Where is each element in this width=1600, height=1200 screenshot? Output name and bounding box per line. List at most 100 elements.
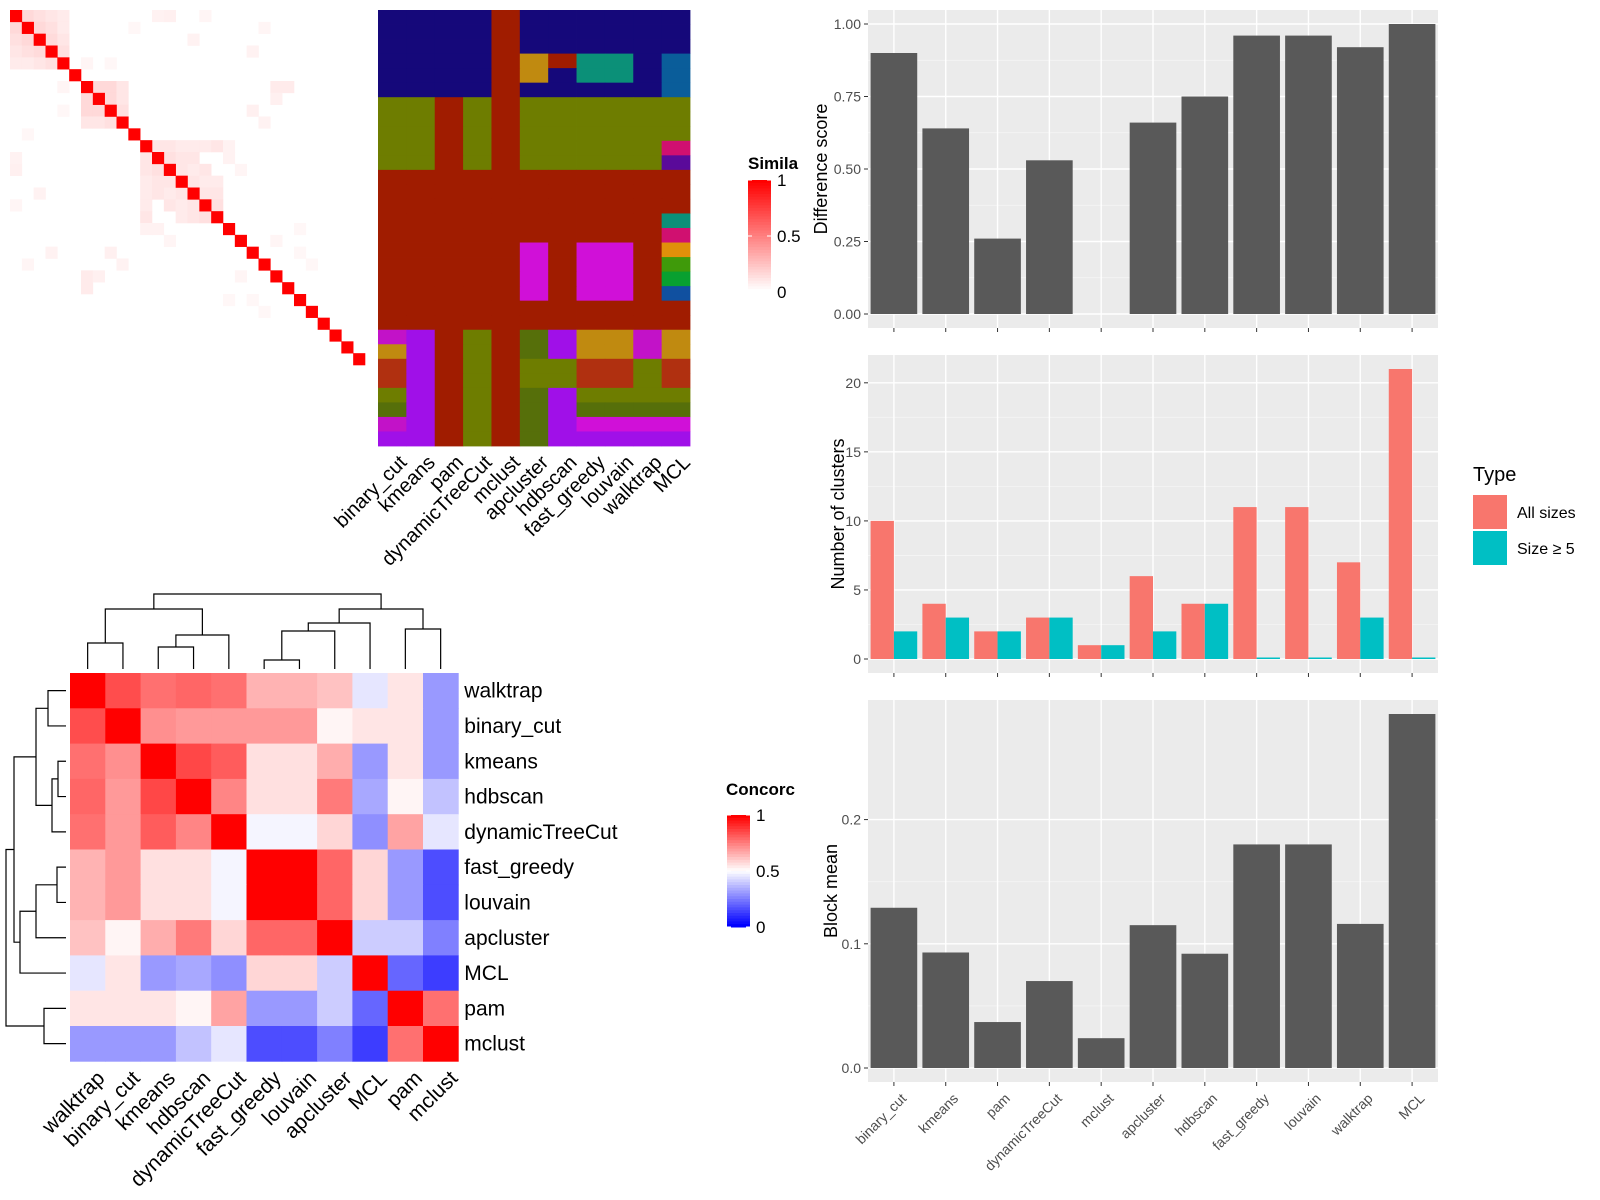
assignment-cell — [519, 10, 549, 25]
similarity-legend-swatch — [748, 258, 771, 262]
similarity-cell — [92, 270, 105, 283]
assignment-cell — [519, 184, 549, 200]
similarity-cell — [57, 21, 70, 34]
similarity-legend-tick-label: 1 — [777, 171, 786, 190]
similarity-diagonal-cell — [45, 45, 58, 58]
concordance-cell — [423, 990, 459, 1027]
assignment-cell — [406, 82, 436, 98]
assignment-cell — [406, 402, 436, 418]
assignment-cell — [633, 10, 663, 25]
assignment-cell — [491, 344, 521, 360]
similarity-cell — [45, 57, 58, 70]
bar-size-ge-5 — [1412, 657, 1436, 659]
similarity-legend-swatch — [748, 247, 771, 251]
concordance-cell — [70, 1026, 106, 1062]
dendrogram-link — [157, 646, 195, 669]
similarity-cell — [187, 163, 200, 176]
assignment-cell — [519, 155, 549, 171]
similarity-diagonal-cell — [223, 223, 236, 236]
similarity-diagonal-cell — [234, 234, 247, 247]
similarity-diagonal-cell — [104, 104, 117, 117]
similarity-cell — [246, 294, 259, 307]
assignment-cell — [491, 169, 521, 185]
similarity-cell — [199, 163, 212, 176]
concordance-cell — [140, 743, 177, 780]
dendrogram-link — [56, 866, 66, 904]
assignment-cell — [661, 431, 691, 447]
assignment-cell — [491, 126, 521, 142]
concordance-legend-title: Concorc — [726, 780, 795, 799]
bar-all-sizes — [1181, 603, 1205, 659]
assignment-cell — [576, 184, 606, 200]
similarity-cell — [258, 305, 271, 318]
concordance-legend-swatch — [727, 921, 750, 925]
similarity-legend-swatch — [748, 227, 771, 231]
assignment-cell — [463, 344, 492, 360]
concordance-cell — [387, 814, 424, 850]
assignment-cell — [633, 39, 663, 54]
assignment-cell — [463, 271, 492, 287]
assignment-cell — [519, 416, 549, 432]
concordance-cell — [352, 990, 389, 1027]
assignment-cell — [548, 53, 577, 69]
assignment-cell — [576, 257, 606, 272]
y-tick-label: 0.1 — [842, 936, 862, 952]
assignment-cell — [519, 387, 549, 403]
assignment-cell — [434, 82, 464, 98]
concordance-legend-swatch — [727, 851, 750, 855]
assignment-cell — [463, 416, 492, 432]
concordance-legend-swatch — [727, 910, 750, 914]
concordance-cell — [246, 849, 283, 886]
similarity-cell — [33, 187, 46, 200]
assignment-cell — [463, 53, 492, 69]
similarity-diagonal-cell — [116, 116, 129, 129]
concordance-cell — [387, 849, 424, 886]
concordance-cell — [423, 673, 459, 709]
concordance-cell — [140, 778, 177, 815]
assignment-cell — [491, 271, 521, 287]
dendrogram-link — [57, 760, 66, 798]
assignment-cell — [406, 271, 436, 287]
concordance-cell — [352, 778, 389, 815]
assignment-cell — [491, 82, 521, 98]
assignment-cell — [378, 387, 407, 403]
similarity-diagonal-cell — [258, 258, 271, 271]
assignment-cell — [434, 373, 464, 389]
dendrogram-link — [175, 634, 230, 669]
concordance-cell — [387, 1026, 424, 1062]
similarity-cell — [246, 45, 259, 58]
assignment-cell — [463, 286, 492, 302]
concordance-cell — [387, 673, 424, 709]
bar — [1181, 96, 1229, 314]
similarity-diagonal-cell — [33, 33, 46, 46]
assignment-cell — [519, 198, 549, 214]
concordance-row-label: MCL — [464, 962, 508, 985]
assignment-cell — [519, 315, 549, 331]
assignment-cell — [378, 198, 407, 214]
similarity-cell — [163, 140, 176, 153]
similarity-cell — [45, 21, 58, 34]
similarity-cell — [175, 187, 188, 200]
similarity-cell — [116, 81, 129, 94]
assignment-cell — [434, 68, 464, 84]
assignment-cell — [519, 126, 549, 142]
similarity-cell — [81, 57, 94, 70]
similarity-diagonal-cell — [294, 294, 307, 307]
assignment-cell — [378, 329, 407, 345]
similarity-legend-swatch — [748, 272, 771, 276]
assignment-cell — [661, 97, 691, 113]
assignment-cell — [519, 300, 549, 316]
similarity-diagonal-cell — [57, 57, 70, 70]
similarity-cell — [140, 223, 153, 236]
similarity-legend-title: Simila — [748, 154, 799, 173]
assignment-cell — [378, 315, 407, 331]
assignment-cell — [406, 329, 436, 345]
assignment-cell — [633, 257, 663, 272]
similarity-legend-swatch — [748, 283, 771, 287]
similarity-cell — [163, 152, 176, 165]
assignment-cell — [633, 126, 663, 142]
assignment-cell — [519, 39, 549, 54]
bar-size-ge-5 — [1308, 657, 1332, 659]
assignment-cell — [406, 228, 436, 243]
similarity-legend-swatch — [748, 250, 771, 254]
